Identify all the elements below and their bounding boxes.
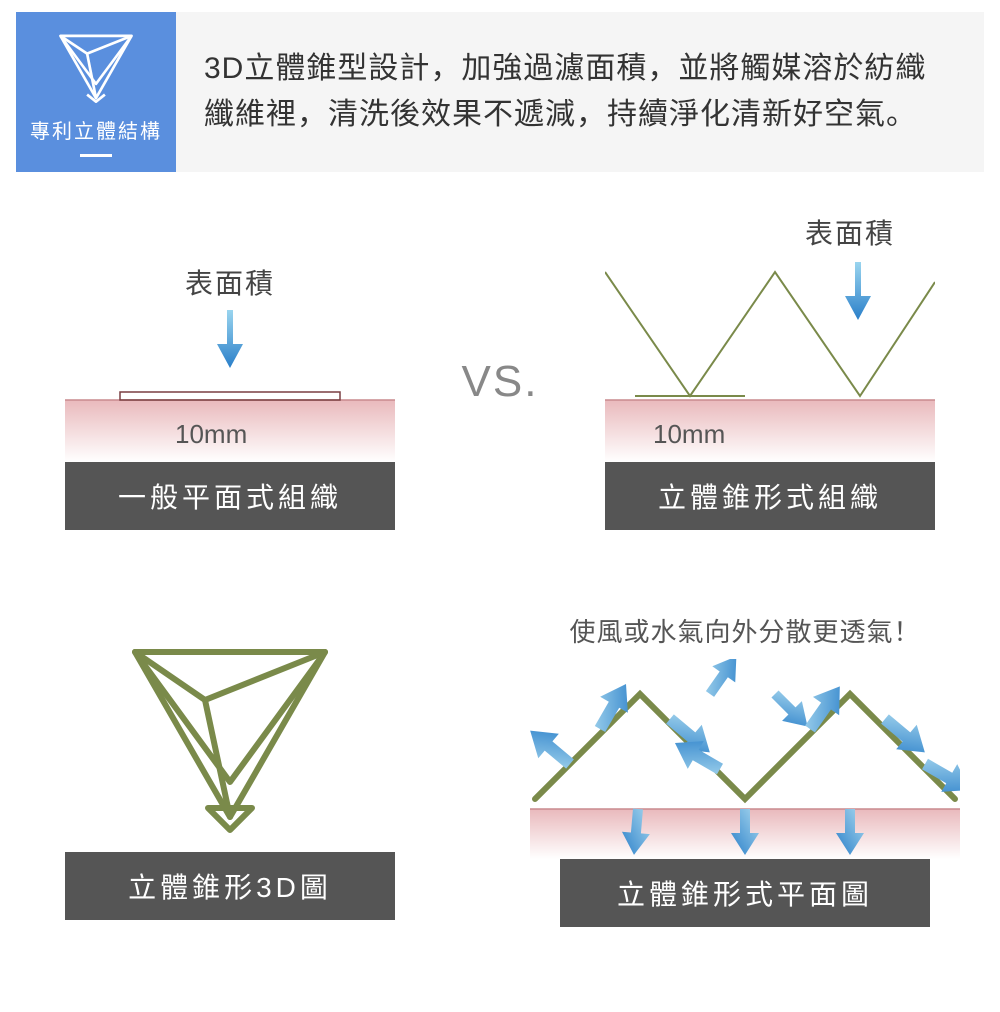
bottom-row: 立體錐形3D圖 使風或水氣向外分散更透氣！ <box>0 612 1000 952</box>
arrow-down-icon <box>215 310 245 370</box>
cone-panel: 表面積 <box>605 232 935 530</box>
description-text: 3D立體錐型設計，加強過濾面積，並將觸媒溶於紡織纖維裡，清洗後效果不遞減，持續淨… <box>204 46 956 139</box>
surface-label-right: 表面積 <box>805 212 895 252</box>
dimension-left: 10mm <box>175 419 247 450</box>
airflow-tag: 立體錐形式平面圖 <box>560 859 930 927</box>
cone-tag: 立體錐形式組織 <box>605 462 935 530</box>
airflow-text: 使風或水氣向外分散更透氣！ <box>530 612 960 649</box>
airflow-diagram <box>530 659 960 859</box>
vs-label: VS. <box>462 357 539 407</box>
header: 專利立體結構 3D立體錐型設計，加強過濾面積，並將觸媒溶於紡織纖維裡，清洗後效果… <box>16 12 984 172</box>
pyramid-3d-panel: 立體錐形3D圖 <box>65 612 395 920</box>
dimension-right: 10mm <box>653 419 725 450</box>
comparison-row: VS. 表面積 <box>0 232 1000 542</box>
badge: 專利立體結構 <box>16 12 176 172</box>
badge-underline <box>80 154 112 157</box>
surface-label-left: 表面積 <box>185 262 275 302</box>
description-box: 3D立體錐型設計，加強過濾面積，並將觸媒溶於紡織纖維裡，清洗後效果不遞減，持續淨… <box>176 12 984 172</box>
pyramid-icon <box>51 27 141 107</box>
badge-label: 專利立體結構 <box>30 115 162 144</box>
pyramid-3d-icon <box>110 622 350 842</box>
flat-tag: 一般平面式組織 <box>65 462 395 530</box>
airflow-panel: 使風或水氣向外分散更透氣！ <box>530 612 960 927</box>
pyramid-3d-tag: 立體錐形3D圖 <box>65 852 395 920</box>
flat-panel: 表面積 <box>65 232 395 530</box>
